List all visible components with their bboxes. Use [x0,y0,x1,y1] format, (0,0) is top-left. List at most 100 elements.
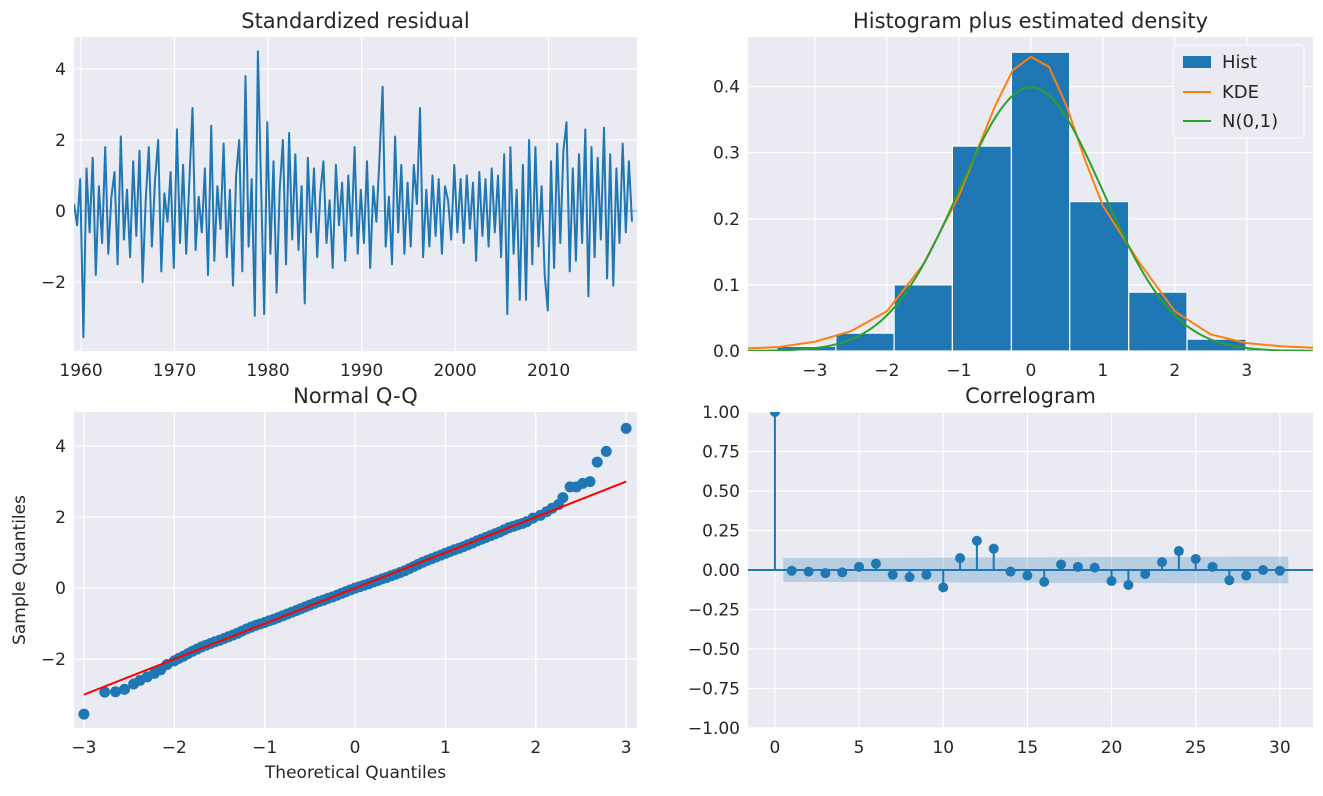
qq-point [99,686,111,698]
acf-marker [1157,557,1168,568]
histogram-axes: −3 −2 −1 0 1 2 3 0.0 0.1 0.2 0.3 0.4 Histogram plus … [713,9,1313,381]
acf-marker [887,569,898,580]
acf-marker [1123,580,1134,591]
histogram-y-tick-label: 0.0 [713,342,740,362]
qq-x-tick-label: 2 [530,738,541,758]
histogram-y-tick-label: 0.4 [713,78,740,98]
histogram-marks [748,51,1313,351]
correlogram-y-tick-label: 0.50 [702,482,740,502]
correlogram-y-tick-label: −0.75 [688,680,740,700]
correlogram-x-tick-label: 15 [1017,738,1039,758]
qq-x-tick-label: −1 [252,738,277,758]
correlogram-y-tick-label: 0.00 [702,561,740,581]
qq-reference-line [83,480,627,696]
acf-marker [1039,576,1050,587]
histogram-y-tick-label: 0.1 [713,276,740,296]
histogram-x-tick-label: −2 [874,361,899,381]
qq-point [584,476,596,488]
correlogram-x-tick-label: 5 [854,738,865,758]
acf-marker [1005,566,1016,577]
qq-point [119,683,131,695]
acf-marker [1224,575,1235,586]
residual-x-tick-label: 1980 [246,361,289,381]
correlogram-y-tick-label: 0.75 [702,443,740,463]
qq-x-axis-label: Theoretical Quantiles [264,763,446,783]
acf-marker [938,582,949,593]
legend-normal-label: N(0,1) [1222,111,1278,132]
correlogram-y-tick-label: 0.25 [702,522,740,542]
kde-line [748,55,1313,350]
acf-marker [786,565,797,576]
histogram-bar [1010,51,1071,351]
acf-marker [1190,553,1201,564]
acf-marker [1274,565,1285,576]
correlogram-x-tick-label: 25 [1185,738,1207,758]
acf-marker [1072,561,1083,572]
acf-marker [854,561,865,572]
residual-marks [74,50,637,339]
histogram-bar [1186,338,1247,351]
correlogram-marks [748,412,1313,593]
acf-marker [988,543,999,554]
normal-density-line [748,86,1313,351]
qq-point [557,492,569,504]
correlogram-x-tick-label: 10 [932,738,954,758]
legend-kde-label: KDE [1222,82,1259,103]
acf-marker [820,568,831,579]
qq-x-tick-label: −3 [71,738,96,758]
acf-marker [1106,576,1117,587]
correlogram-y-tick-label: −0.25 [688,601,740,621]
qq-axes: −3 −2 −1 0 1 2 3 −2 0 2 4 Normal Q-Q Theoretical Qua… [10,384,637,783]
acf-marker [955,553,966,564]
qq-point [110,686,122,698]
residual-x-tick-label: 2010 [527,361,570,381]
residual-y-tick-label: −2 [41,273,66,293]
qq-point [620,422,632,434]
histogram-y-tick-label: 0.3 [713,144,740,164]
qq-point [591,456,603,468]
acf-marker [1173,546,1184,557]
histogram-x-tick-label: −3 [802,361,827,381]
legend-box [1172,44,1305,139]
qq-x-tick-label: 3 [621,738,632,758]
residual-x-tick-label: 1960 [59,361,102,381]
residual-y-tick-label: 2 [55,131,66,151]
histogram-legend: Hist KDE N(0,1) [1172,44,1305,139]
histogram-x-tick-label: 1 [1097,361,1108,381]
acf-marker [1089,562,1100,573]
qq-point [600,445,612,457]
residual-y-tick-label: 0 [55,202,66,222]
acf-marker [904,572,915,583]
qq-y-tick-label: 4 [55,437,66,457]
acf-marker [1022,570,1033,581]
qq-y-tick-label: 0 [55,579,66,599]
acf-marker [1258,565,1269,575]
residual-y-tick-label: 4 [55,60,66,80]
histogram-bar [893,284,954,351]
correlogram-title: Correlogram [965,384,1096,408]
correlogram-y-tick-label: 1.00 [702,403,740,423]
histogram-x-tick-label: 0 [1025,361,1036,381]
residual-x-tick-label: 1990 [340,361,383,381]
acf-marker [769,412,780,417]
legend-hist-label: Hist [1222,52,1257,73]
qq-x-tick-label: 1 [440,738,451,758]
histogram-x-tick-label: 2 [1169,361,1180,381]
histogram-x-tick-label: −1 [946,361,971,381]
residual-series-line [74,50,633,339]
qq-marks [78,422,632,720]
residual-axes: 1960 1970 1980 1990 2000 2010 −2 0 2 4 Standardize… [41,9,637,381]
histogram-bar [1128,291,1188,351]
acf-marker [1056,559,1067,570]
residual-title: Standardized residual [241,9,470,33]
correlogram-y-tick-label: −1.00 [688,719,740,739]
histogram-x-tick-label: 3 [1241,361,1252,381]
acf-marker [1207,561,1218,572]
correlogram-axes: 0 5 10 15 20 25 30 −1.00 −0.75 −0.50 −0.25 0.00 0.25… [688,384,1313,758]
qq-x-tick-label: −2 [162,738,187,758]
acf-marker [870,558,881,569]
residual-x-tick-label: 2000 [433,361,476,381]
legend-hist-swatch [1183,56,1211,68]
correlogram-x-tick-label: 20 [1101,738,1123,758]
